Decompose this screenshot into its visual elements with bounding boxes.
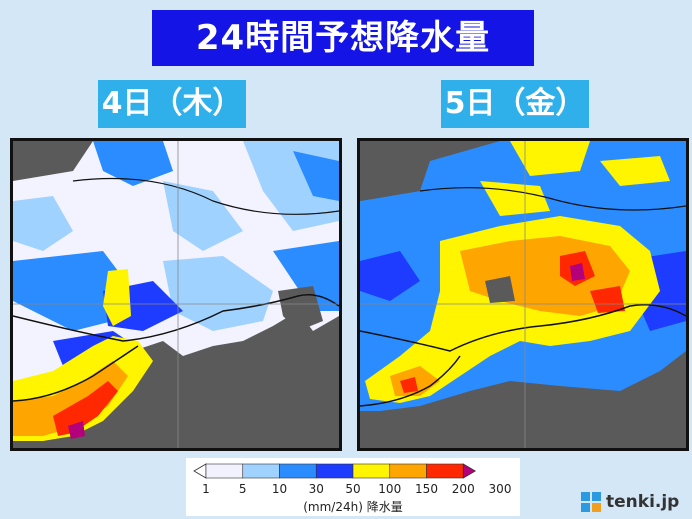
legend-value: 50 [345,482,361,496]
legend-arrow-high [462,463,477,479]
legend-value: 30 [308,482,324,496]
legend-values: 1 5 10 30 50 100 150 200 300 [186,482,520,498]
page-title: 24時間予想降水量 [152,10,534,66]
legend-value: 5 [238,482,247,496]
legend-value: 150 [415,482,438,496]
tenki-brand: tenki.jp [580,490,679,514]
legend-value: 300 [488,482,512,496]
legend-swatch [389,463,427,479]
legend-swatch [205,463,244,479]
panel-label-thursday: 4日（木） [98,80,246,128]
precip-map-friday [357,138,689,451]
legend-value: 100 [378,482,402,496]
legend-colorbar [193,463,477,479]
precip-map-thursday [10,138,342,451]
legend-arrow-low [193,463,207,479]
legend-swatch [426,463,464,479]
legend-swatch [352,463,391,479]
panel-label-friday: 5日（金） [441,80,589,128]
tenki-logo-icon [581,492,601,512]
legend-value: 200 [451,482,475,496]
legend-swatch [242,463,280,479]
legend-value: 1 [202,482,210,496]
legend-unit: (mm/24h) 降水量 [303,500,403,514]
brand-name: tenki.jp [606,492,680,512]
legend-swatch [315,463,354,479]
precip-legend: 1 5 10 30 50 100 150 200 300 (mm/24h) 降水量 [186,458,520,516]
legend-value: 10 [271,482,288,496]
legend-swatch [279,463,317,479]
